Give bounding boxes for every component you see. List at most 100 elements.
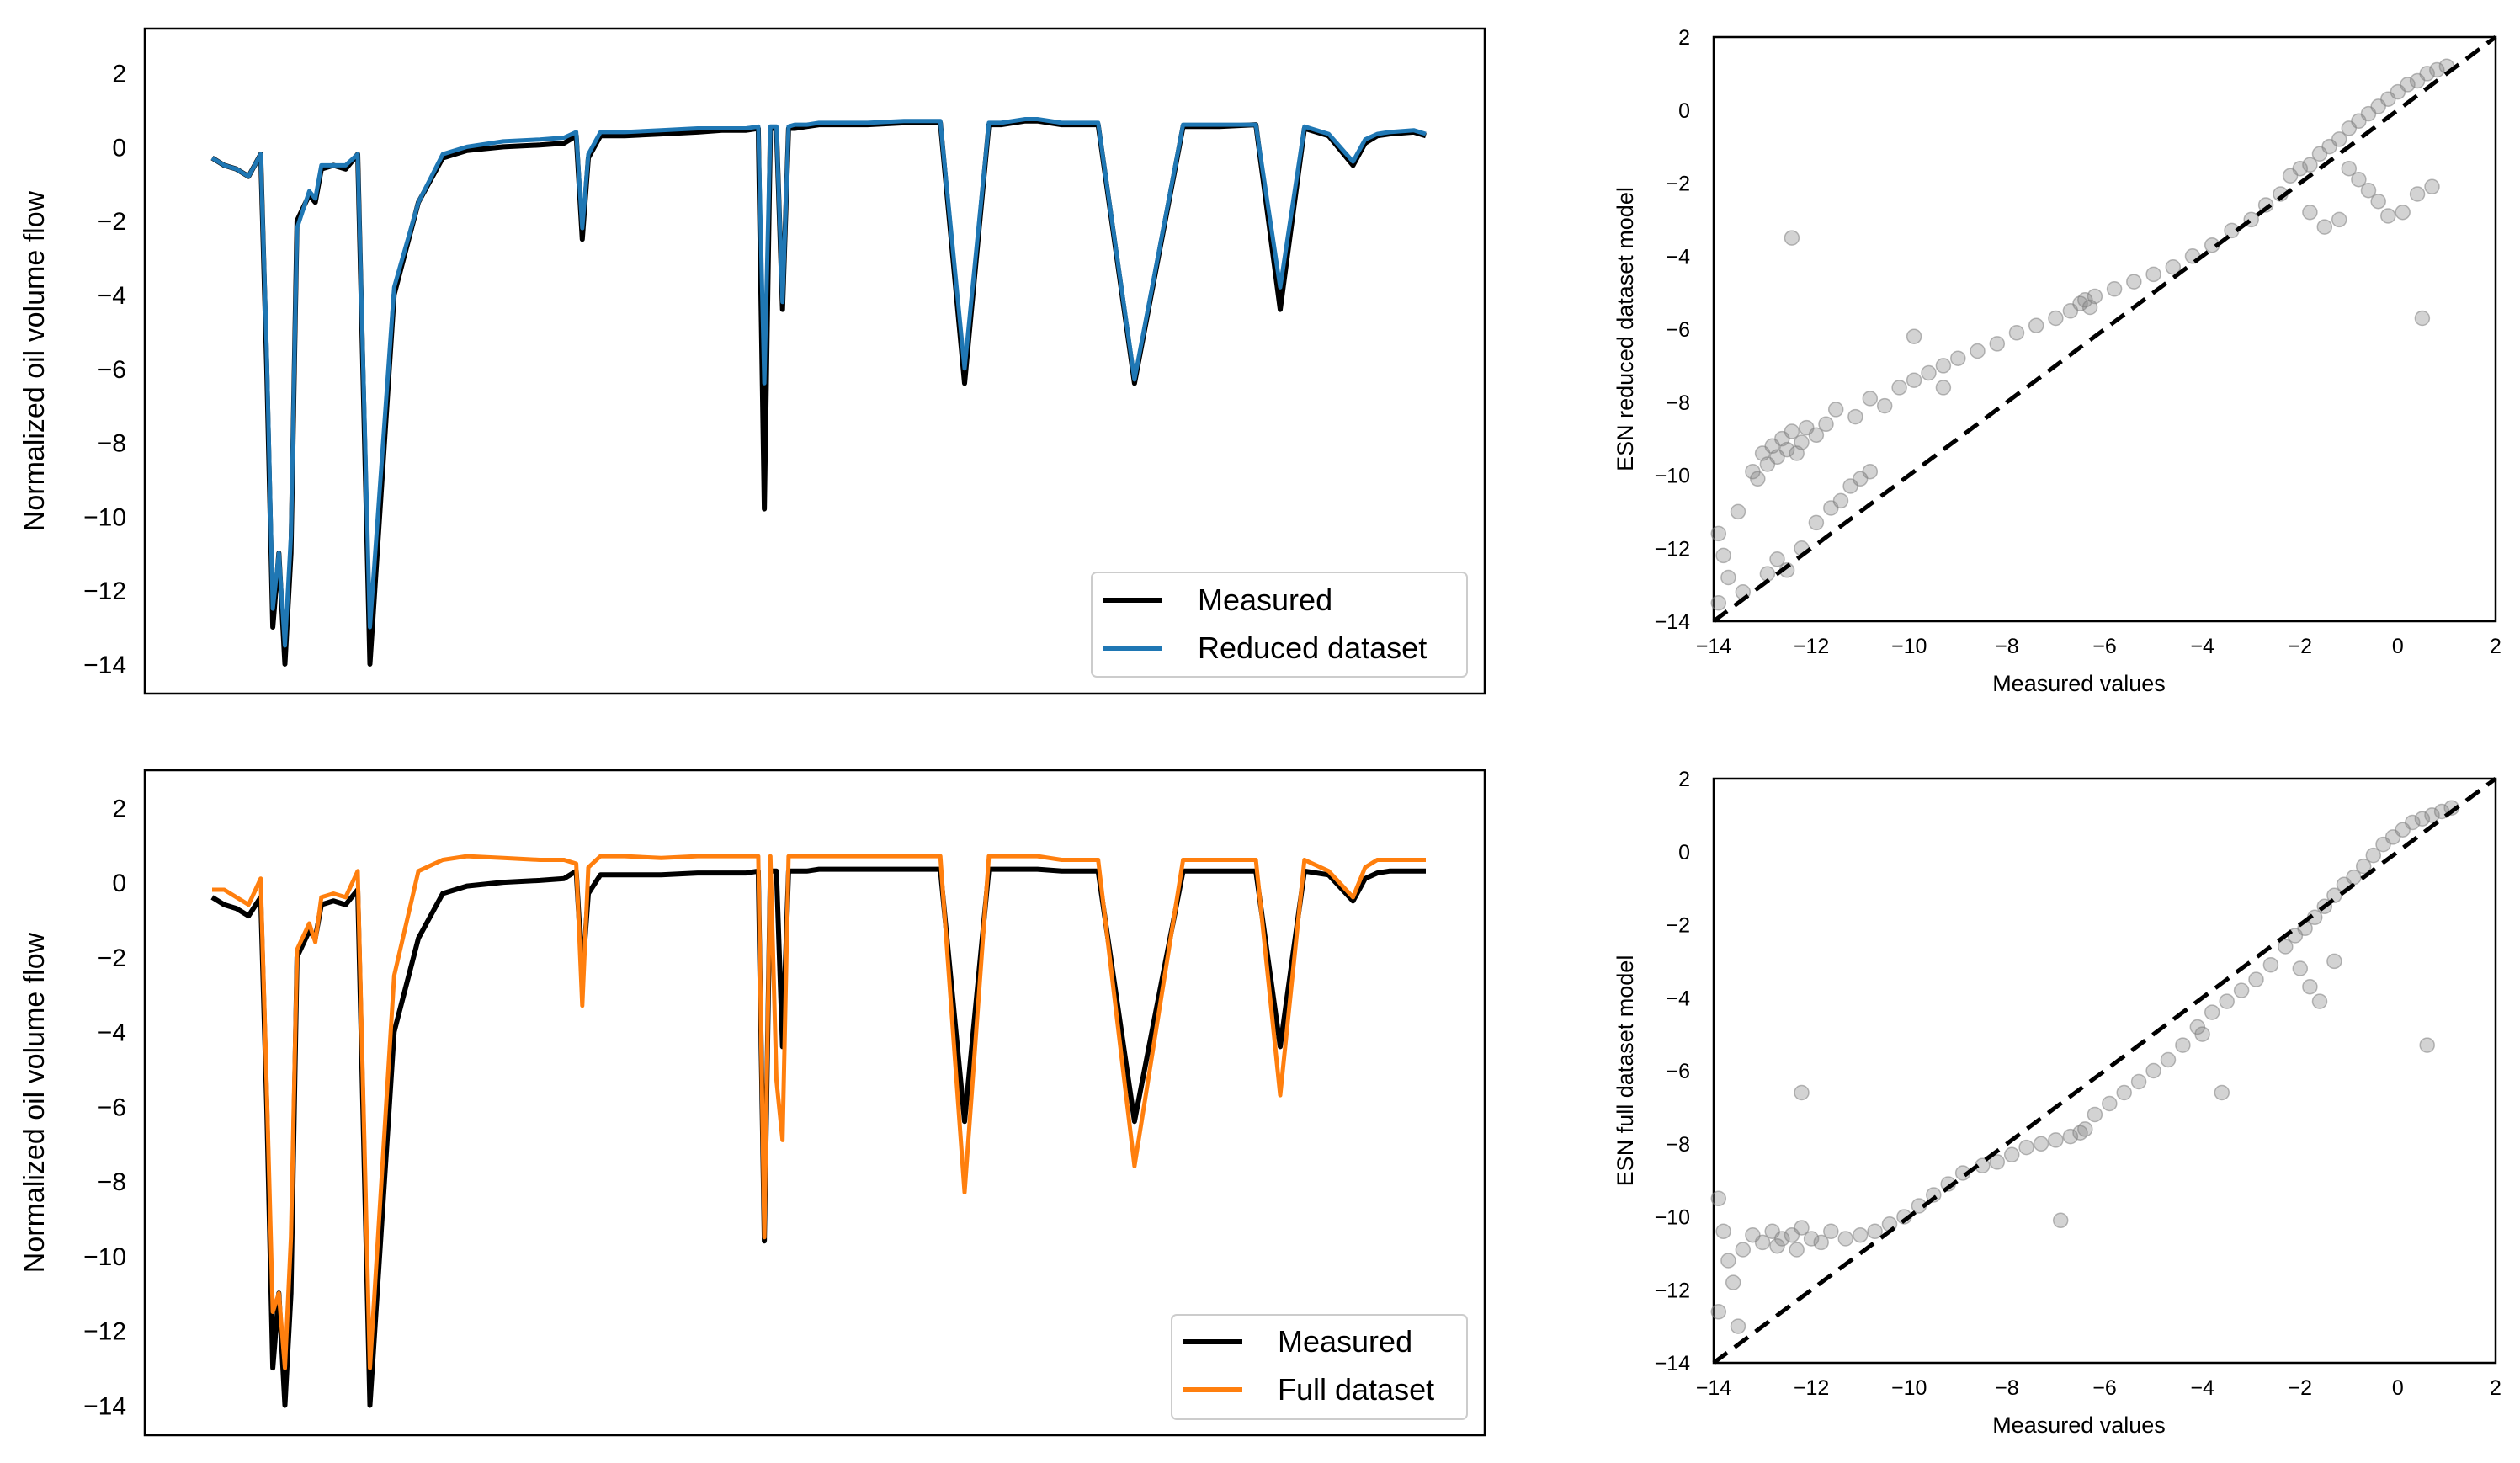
scatter-point [2414, 310, 2431, 327]
x-tick-label: −10 [1891, 635, 1927, 658]
scatter-point [2204, 1004, 2220, 1020]
scatter-point [2262, 956, 2279, 973]
y-tick-label: −2 [98, 208, 126, 236]
scatter-point [1891, 380, 1907, 396]
scatter-point [1720, 1253, 1736, 1269]
scatter-point [1774, 1231, 1790, 1247]
scatter-points [1710, 800, 2459, 1334]
scatter-point [2360, 182, 2377, 199]
y-tick-label: −10 [83, 1243, 126, 1271]
scatter-point [1778, 441, 1795, 458]
scatter-point [1921, 364, 1937, 381]
scatter-point [1754, 1234, 1771, 1251]
scatter-point [1989, 1154, 2006, 1170]
scatter-point [1862, 463, 1879, 480]
y-tick-label: 2 [1678, 26, 1690, 50]
scatter-points [1710, 58, 2455, 611]
scatter-point [2419, 66, 2435, 82]
y-tick-label: −10 [1655, 465, 1690, 488]
y-tick-label: 0 [1678, 841, 1690, 864]
x-tick-label: −2 [2288, 635, 2312, 658]
scatter-point [2106, 281, 2123, 297]
scatter-point [2278, 939, 2294, 955]
y-axis-label: ESN full dataset model [1613, 955, 1638, 1187]
x-tick-label: −12 [1794, 1376, 1829, 1400]
x-tick-label: −14 [1696, 635, 1732, 658]
scatter-point [1808, 427, 1825, 444]
scatter-point [2145, 266, 2161, 283]
scatter-point [2311, 993, 2328, 1009]
scatter-point [2292, 960, 2309, 976]
y-tick-label: −8 [1666, 391, 1690, 415]
scatter-point [2419, 1037, 2435, 1053]
y-tick-labels: 2 0 −2 −4 −6 −8 −10 −12 −14 [1655, 768, 1691, 1375]
scatter-point [1876, 397, 1893, 414]
y-tick-label: 0 [112, 134, 126, 162]
y-tick-label: −6 [98, 356, 126, 384]
model-line [210, 117, 1427, 648]
x-tick-label: 2 [2490, 635, 2501, 658]
scatter-point [2145, 1062, 2161, 1079]
scatter-point [1818, 416, 1834, 433]
scatter-point [1950, 350, 1966, 366]
scatter-point [1813, 1234, 1829, 1251]
y-tick-label: −2 [1666, 914, 1690, 938]
scatter-point [1750, 471, 1766, 487]
scatter-point [1862, 391, 1879, 407]
model-line [212, 854, 1426, 1370]
scatter-point [2194, 1026, 2210, 1042]
y-tick-label: −8 [98, 1168, 126, 1196]
y-tick-label: 2 [112, 61, 126, 88]
scatter-point [2326, 887, 2342, 904]
scatter-point [1803, 1231, 1820, 1247]
x-tick-label: 2 [2490, 1376, 2501, 1400]
scatter-point [2405, 814, 2421, 831]
x-tick-labels: −14 −12 −10 −8 −6 −4 −2 0 2 [1696, 1376, 2501, 1400]
y-axis-label: Normalized oil volume flow [19, 190, 51, 531]
scatter-point [2018, 1139, 2034, 1156]
legend-label-measured: Measured [1278, 1324, 1412, 1359]
y-tick-label: −4 [98, 1019, 126, 1047]
scatter-reduced-panel: 20−2−4−6−8−10−12−14 −14 −12 −10 −8 −6 −4 −2 0 2 … [1613, 26, 2501, 696]
y-tick-label: −12 [1655, 1279, 1690, 1302]
x-tick-labels: −14 −12 −10 −8 −6 −4 −2 0 2 [1696, 635, 2501, 658]
scatter-point [1906, 328, 1922, 344]
scatter-point [1832, 492, 1849, 509]
scatter-point [1730, 503, 1746, 520]
scatter-point [2048, 310, 2064, 327]
x-tick-label: −10 [1891, 1376, 1927, 1400]
series-lines [210, 117, 1427, 667]
y-tick-label: −2 [1666, 173, 1690, 196]
scatter-point [2355, 858, 2372, 875]
scatter-point [2424, 807, 2440, 823]
timeseries-reduced-panel: 2 0 −2 −4 −6 −8 −10 −12 −14 Normalized oil volum… [19, 27, 1486, 695]
x-tick-label: −8 [1995, 635, 2019, 658]
scatter-point [2126, 274, 2142, 290]
scatter-point [1730, 1318, 1746, 1334]
scatter-point [2331, 131, 2347, 147]
y-tick-label: −8 [1666, 1133, 1690, 1157]
scatter-point [1794, 1220, 1810, 1236]
scatter-point [1926, 1187, 1942, 1203]
scatter-point [2302, 978, 2318, 995]
y-tick-label: −6 [98, 1093, 126, 1121]
scatter-point [1852, 1226, 1869, 1243]
scatter-point [2302, 204, 2318, 221]
scatter-point [2087, 288, 2103, 305]
x-tick-label: −8 [1995, 1376, 2019, 1400]
scatter-point [2214, 1084, 2230, 1101]
scatter-point [1720, 569, 1736, 586]
scatter-full-panel: 20−2−4−6−8−10−12−14 −14 −12 −10 −8 −6 −4 −2 0 2 … [1613, 768, 2501, 1438]
scatter-point [2341, 160, 2358, 177]
scatter-point [1715, 547, 1731, 564]
y-tick-label: −4 [1666, 987, 1690, 1010]
scatter-point [2175, 1037, 2191, 1053]
series-lines [210, 854, 1426, 1408]
x-axis-label: Measured values [1992, 671, 2166, 696]
x-tick-label: −12 [1794, 635, 1829, 658]
scatter-point [2219, 993, 2235, 1009]
y-tick-label: −12 [83, 577, 126, 605]
scatter-point [2365, 847, 2382, 864]
scatter-point [2062, 1128, 2079, 1145]
scatter-point [2165, 259, 2182, 275]
